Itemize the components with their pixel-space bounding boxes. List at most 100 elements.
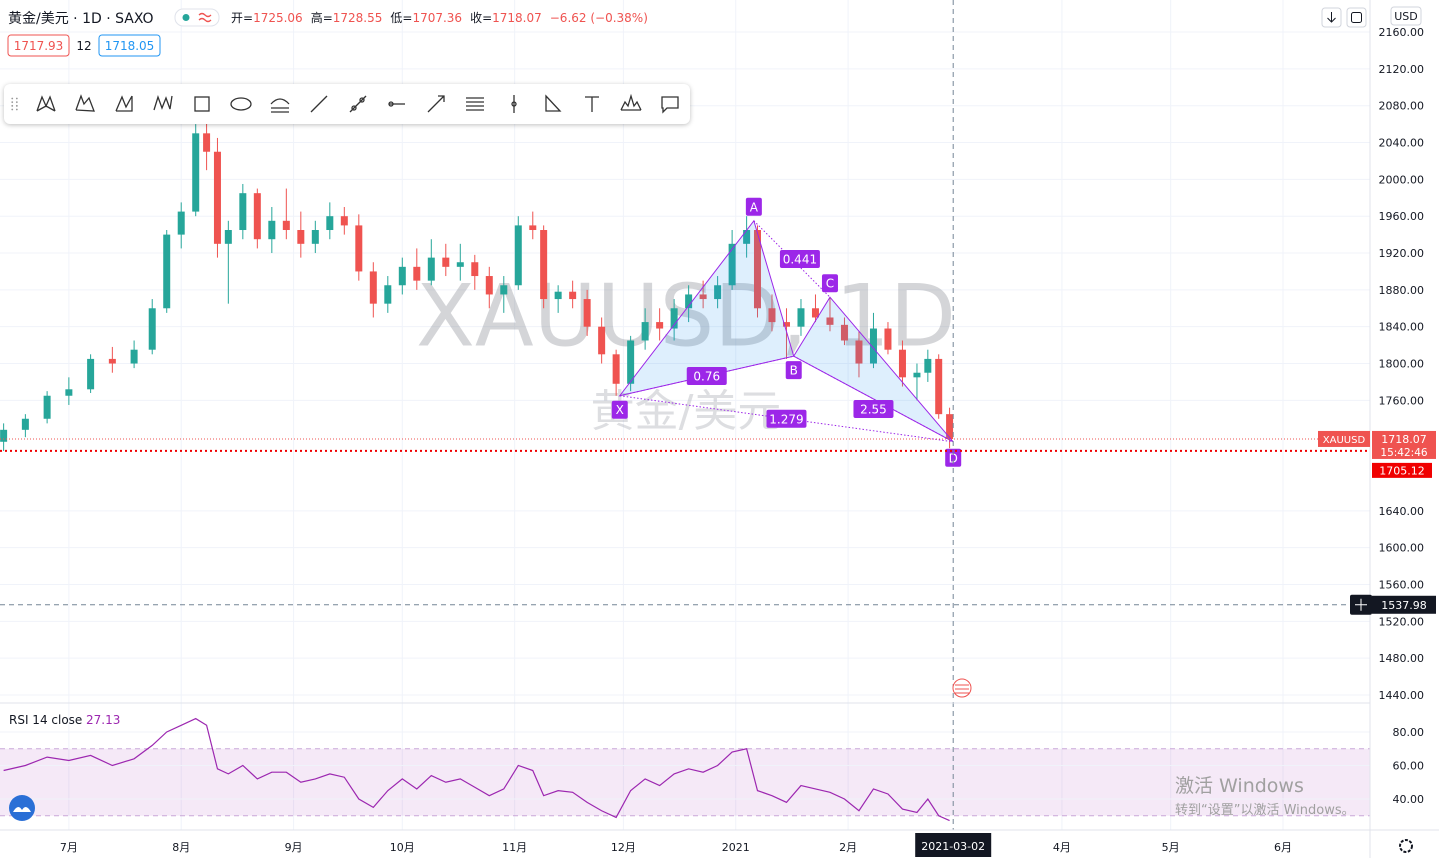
text-tool[interactable] bbox=[572, 84, 611, 124]
y-tick-label: 2120.00 bbox=[1379, 63, 1425, 76]
plot bbox=[0, 110, 954, 822]
parallel-channel-tool[interactable] bbox=[455, 84, 494, 124]
candle-body bbox=[282, 220, 290, 231]
economic-event[interactable] bbox=[952, 678, 972, 698]
candle-body bbox=[471, 262, 479, 277]
arrow-tool[interactable] bbox=[416, 84, 455, 124]
horizontal-ray-tool[interactable] bbox=[377, 84, 416, 124]
rectangle-tool[interactable] bbox=[182, 84, 221, 124]
point-box bbox=[785, 361, 802, 380]
candle-body bbox=[177, 211, 185, 235]
candle-body bbox=[326, 216, 334, 231]
candle-body bbox=[797, 308, 805, 327]
cypher-pattern-tool[interactable] bbox=[65, 84, 104, 124]
ratio-box bbox=[779, 250, 820, 269]
rsi-line bbox=[3, 717, 950, 822]
symbol-title: 黄金/美元 · 1D · SAXO bbox=[8, 10, 154, 27]
axes: 1440.00 1480.00 1520.00 1560.00 1600.00 1640.… bbox=[60, 26, 1436, 857]
angle-tool[interactable] bbox=[533, 84, 572, 124]
trend-line-tool[interactable] bbox=[299, 84, 338, 124]
ohlc-label: 开= bbox=[231, 11, 253, 25]
bid-price: 1717.93 bbox=[14, 39, 64, 53]
y-tick-label: 1840.00 bbox=[1379, 321, 1425, 334]
candle-body bbox=[884, 328, 892, 350]
candle-body bbox=[108, 358, 116, 364]
candle-body bbox=[398, 266, 406, 286]
y-tick-label: 1600.00 bbox=[1379, 542, 1425, 555]
reset-button[interactable] bbox=[1346, 7, 1367, 28]
x-tick-label: 7月 bbox=[60, 841, 78, 854]
x-tick-label: 5月 bbox=[1162, 841, 1180, 854]
pattern-bcd bbox=[793, 296, 954, 443]
ratio-label: 0.76 bbox=[693, 369, 720, 383]
x-tick-label: 9月 bbox=[285, 841, 303, 854]
symbol-tag bbox=[1318, 430, 1370, 447]
candle-body bbox=[355, 225, 363, 272]
logo[interactable] bbox=[9, 795, 35, 821]
candle-body bbox=[583, 299, 591, 327]
ohlc-value: 1718.07 bbox=[492, 11, 542, 25]
point-label: D bbox=[949, 451, 958, 465]
rsi-tick-label: 60.00 bbox=[1393, 759, 1425, 772]
candle-body bbox=[554, 291, 562, 300]
settings-button[interactable] bbox=[1399, 839, 1413, 853]
y-tick-label: 1640.00 bbox=[1379, 505, 1425, 518]
market-status[interactable] bbox=[174, 8, 220, 27]
currency-button[interactable] bbox=[1390, 6, 1422, 26]
countdown-label: 15:42:46 bbox=[1380, 447, 1427, 459]
candle-body bbox=[569, 291, 577, 300]
sell-button[interactable] bbox=[7, 34, 70, 57]
candle-body bbox=[253, 193, 261, 240]
candle-body bbox=[442, 257, 450, 267]
rsi-tick-label: 40.00 bbox=[1393, 793, 1425, 806]
alert-label: 1705.12 bbox=[1379, 464, 1425, 477]
x-tick-label: 8月 bbox=[172, 841, 190, 854]
y-tick-label: 1440.00 bbox=[1379, 689, 1425, 702]
ohlc-value: 1707.36 bbox=[412, 11, 462, 25]
ray-tool[interactable] bbox=[338, 84, 377, 124]
drag-handle[interactable] bbox=[4, 84, 26, 124]
point-label: C bbox=[826, 277, 834, 291]
candle-body bbox=[946, 414, 954, 440]
y-tick-label: 1520.00 bbox=[1379, 615, 1425, 628]
ratio-label: 1.279 bbox=[769, 412, 803, 426]
candle-body bbox=[456, 262, 464, 267]
head-shoulders-tool[interactable] bbox=[611, 84, 650, 124]
candle-body bbox=[224, 230, 232, 244]
crosshair-plus-icon bbox=[1355, 598, 1367, 611]
x-tick-label: 12月 bbox=[611, 841, 636, 854]
candle-body bbox=[768, 308, 776, 323]
arc-tool[interactable] bbox=[260, 84, 299, 124]
reset-icon bbox=[1351, 12, 1362, 23]
ohlc-value: 1728.55 bbox=[333, 11, 383, 25]
candle-body bbox=[699, 294, 707, 300]
candle-body bbox=[311, 230, 319, 244]
candle-body bbox=[21, 418, 29, 430]
candle-body bbox=[782, 322, 790, 327]
buy-button[interactable] bbox=[98, 34, 161, 57]
point-box bbox=[821, 274, 838, 293]
candle-body bbox=[728, 243, 736, 286]
abcd-pattern-tool[interactable] bbox=[104, 84, 143, 124]
y-tick-label: 1920.00 bbox=[1379, 247, 1425, 260]
y-tick-label: 1800.00 bbox=[1379, 358, 1425, 371]
activation-title: 激活 Windows bbox=[1175, 775, 1304, 797]
vertical-line-tool[interactable] bbox=[494, 84, 533, 124]
crosshair-date-tag bbox=[915, 833, 992, 857]
ratio-box bbox=[766, 409, 807, 428]
callout-tool[interactable] bbox=[650, 84, 689, 124]
candle-body bbox=[898, 349, 906, 378]
currency: USD bbox=[1394, 10, 1418, 23]
candle-body bbox=[413, 266, 421, 281]
candle-body bbox=[485, 276, 493, 295]
y-tick-label: 1960.00 bbox=[1379, 210, 1425, 223]
drawing-toolbar bbox=[4, 84, 690, 124]
rsi-tick-label: 80.00 bbox=[1393, 726, 1425, 739]
ohlc-label: 低= bbox=[390, 11, 412, 25]
xabcd-pattern-tool[interactable] bbox=[26, 84, 65, 124]
y-tick-label: 1560.00 bbox=[1379, 578, 1425, 591]
ellipse-tool[interactable] bbox=[221, 84, 260, 124]
triangle-pattern-tool[interactable] bbox=[143, 84, 182, 124]
logo-mark bbox=[13, 806, 31, 812]
candle-body bbox=[670, 308, 678, 329]
